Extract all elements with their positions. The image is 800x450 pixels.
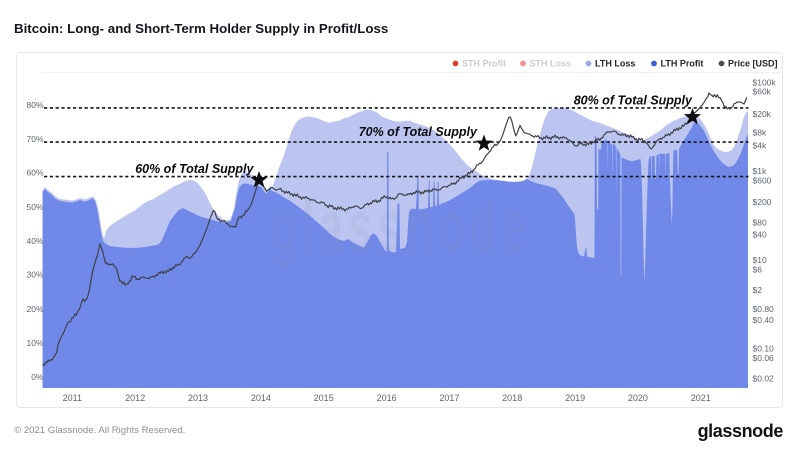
svg-text:0%: 0% bbox=[31, 372, 44, 382]
svg-text:$0.02: $0.02 bbox=[753, 374, 775, 384]
svg-text:2013: 2013 bbox=[188, 393, 208, 403]
svg-text:2018: 2018 bbox=[502, 393, 522, 403]
svg-text:$0.80: $0.80 bbox=[753, 304, 775, 314]
svg-text:20%: 20% bbox=[26, 304, 43, 314]
svg-text:$20k: $20k bbox=[753, 109, 772, 119]
svg-text:glassnode: glassnode bbox=[270, 185, 529, 268]
svg-text:2015: 2015 bbox=[314, 393, 334, 403]
svg-text:$2: $2 bbox=[753, 285, 763, 295]
svg-text:$200: $200 bbox=[753, 197, 772, 207]
svg-text:Price [USD]: Price [USD] bbox=[728, 59, 778, 69]
svg-text:$40: $40 bbox=[753, 230, 767, 240]
svg-text:STH Loss: STH Loss bbox=[530, 59, 572, 69]
svg-text:80% of Total Supply: 80% of Total Supply bbox=[574, 94, 693, 108]
svg-text:2020: 2020 bbox=[628, 393, 648, 403]
svg-text:LTH Profit: LTH Profit bbox=[661, 59, 704, 69]
svg-text:2021: 2021 bbox=[691, 393, 711, 403]
svg-text:2017: 2017 bbox=[439, 393, 459, 403]
svg-text:$1k: $1k bbox=[753, 166, 767, 176]
svg-text:80%: 80% bbox=[26, 100, 43, 110]
svg-text:$0.10: $0.10 bbox=[753, 344, 775, 354]
svg-text:2011: 2011 bbox=[63, 393, 82, 403]
svg-text:$10: $10 bbox=[753, 255, 767, 265]
svg-text:$4k: $4k bbox=[753, 141, 767, 151]
svg-text:10%: 10% bbox=[26, 338, 43, 348]
svg-text:$8k: $8k bbox=[753, 128, 767, 138]
svg-text:60%: 60% bbox=[26, 168, 43, 178]
svg-text:70% of Total Supply: 70% of Total Supply bbox=[359, 125, 478, 139]
svg-text:$60k: $60k bbox=[753, 87, 772, 97]
svg-text:STH Profit: STH Profit bbox=[462, 59, 506, 69]
svg-text:30%: 30% bbox=[26, 270, 43, 280]
svg-text:2019: 2019 bbox=[565, 393, 585, 403]
svg-text:60% of Total Supply: 60% of Total Supply bbox=[135, 162, 254, 176]
svg-text:$6: $6 bbox=[753, 265, 763, 275]
svg-text:$0.06: $0.06 bbox=[753, 353, 775, 363]
svg-text:2014: 2014 bbox=[251, 393, 271, 403]
svg-text:70%: 70% bbox=[26, 134, 43, 144]
svg-text:$0.40: $0.40 bbox=[753, 315, 775, 325]
svg-text:40%: 40% bbox=[26, 236, 43, 246]
svg-text:2012: 2012 bbox=[125, 393, 145, 403]
svg-text:$100k: $100k bbox=[753, 78, 777, 88]
svg-text:2016: 2016 bbox=[377, 393, 397, 403]
svg-text:$80: $80 bbox=[753, 218, 767, 228]
svg-text:50%: 50% bbox=[26, 202, 43, 212]
svg-text:$600: $600 bbox=[753, 176, 772, 186]
svg-text:LTH Loss: LTH Loss bbox=[595, 59, 635, 69]
